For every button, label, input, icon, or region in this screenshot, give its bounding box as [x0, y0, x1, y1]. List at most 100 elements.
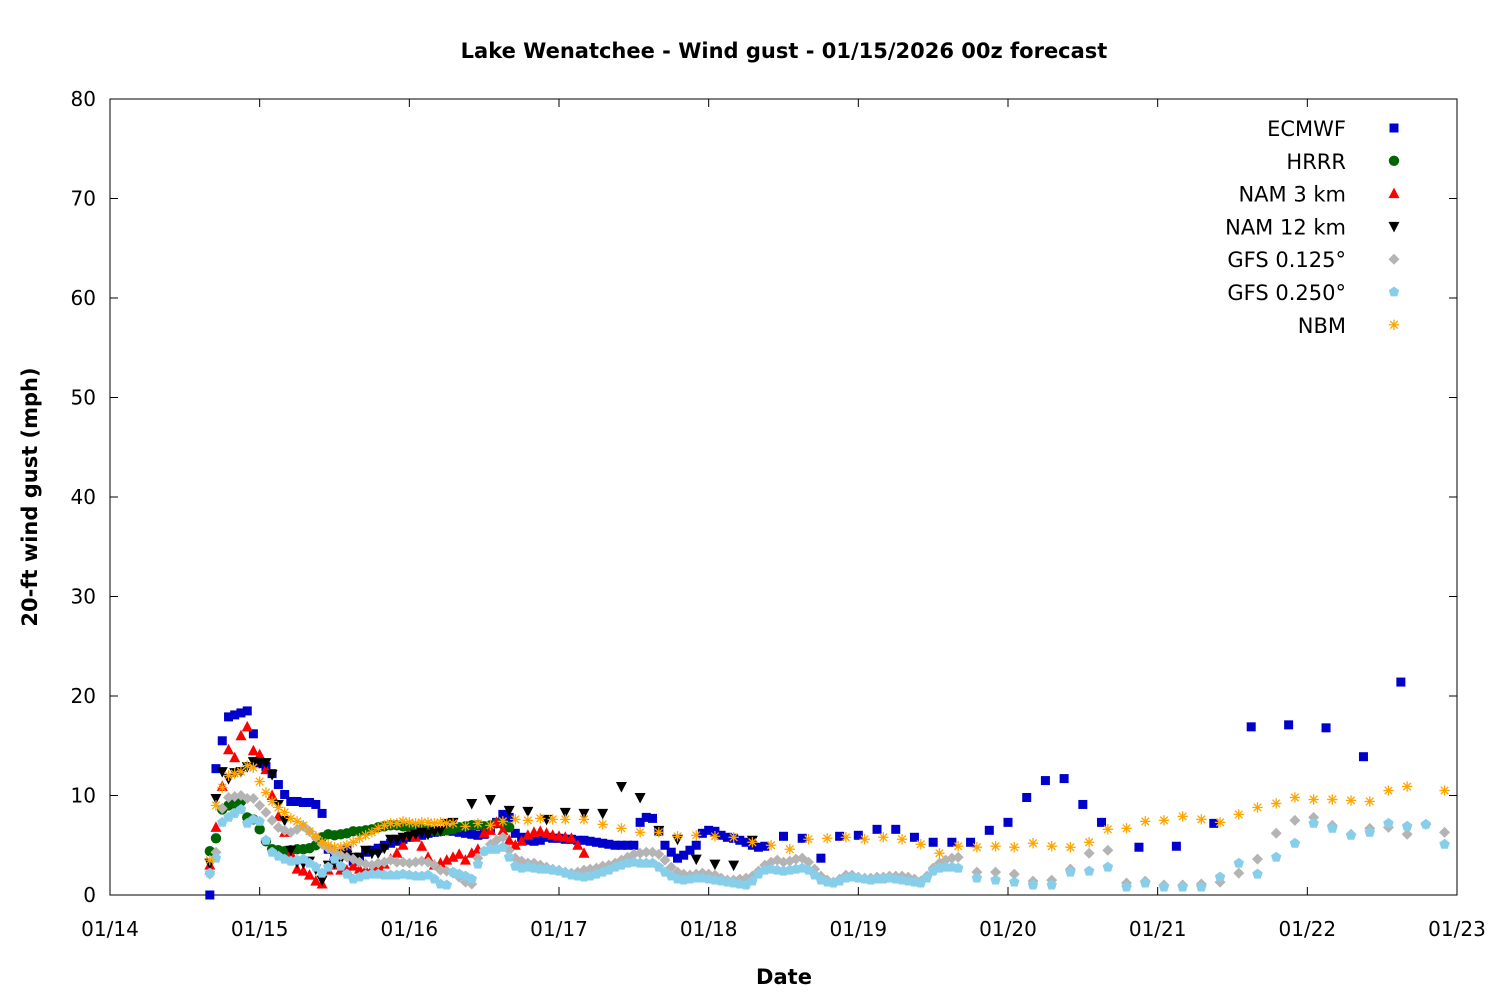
data-point — [891, 824, 901, 834]
data-point — [310, 875, 322, 886]
data-point — [754, 842, 764, 852]
data-point — [803, 864, 814, 875]
data-point — [560, 814, 571, 825]
data-point — [741, 837, 751, 847]
data-point — [1401, 820, 1413, 831]
data-point — [716, 830, 726, 840]
data-point — [615, 782, 627, 793]
y-tick-label: 10 — [71, 784, 96, 808]
data-point — [347, 860, 359, 871]
data-point — [1009, 876, 1020, 887]
legend-label: NAM 12 km — [1225, 215, 1346, 239]
data-point — [934, 848, 945, 859]
data-point — [311, 799, 321, 809]
data-point — [310, 861, 321, 872]
legend-label: ECMWF — [1267, 117, 1346, 141]
data-point — [853, 830, 863, 840]
data-point — [1439, 785, 1450, 796]
data-point — [728, 860, 740, 872]
legend-label: NAM 3 km — [1238, 183, 1346, 207]
data-point — [329, 842, 340, 853]
data-point — [1401, 828, 1413, 840]
data-point — [653, 827, 665, 838]
data-point — [497, 841, 509, 852]
legend-marker — [1388, 155, 1400, 166]
data-point — [747, 837, 758, 848]
data-point — [690, 854, 702, 866]
data-point — [254, 815, 265, 826]
data-point — [1065, 866, 1076, 877]
data-point — [1308, 794, 1319, 805]
data-point — [516, 835, 528, 846]
data-point — [535, 835, 545, 845]
data-point — [441, 854, 453, 865]
data-point — [1078, 799, 1088, 809]
data-point — [497, 824, 509, 835]
data-point — [247, 744, 259, 756]
data-point — [685, 845, 695, 855]
data-point — [990, 866, 1002, 878]
data-point — [280, 790, 290, 800]
data-point — [1252, 802, 1263, 813]
data-point — [635, 817, 645, 827]
data-point — [598, 838, 608, 848]
data-point — [403, 831, 415, 843]
data-point — [722, 832, 732, 842]
data-point — [822, 833, 833, 844]
data-point — [210, 833, 222, 844]
y-tick-label: 70 — [71, 187, 96, 211]
data-point — [522, 815, 534, 826]
data-point — [1439, 838, 1450, 849]
data-point — [391, 847, 403, 858]
data-point — [591, 837, 601, 847]
data-point — [223, 743, 235, 755]
data-point — [735, 835, 745, 845]
data-point — [266, 770, 278, 781]
data-point — [266, 796, 278, 807]
data-point — [872, 824, 882, 834]
data-point — [541, 827, 553, 838]
data-point — [503, 851, 515, 862]
data-point — [1171, 841, 1181, 851]
data-point — [260, 758, 272, 769]
x-tick-label: 01/20 — [979, 917, 1037, 941]
data-point — [509, 839, 521, 850]
chart-title: Lake Wenatchee - Wind gust - 01/15/2026 … — [461, 39, 1108, 63]
data-point — [473, 830, 483, 840]
data-point — [204, 867, 216, 878]
x-tick-label: 01/17 — [530, 917, 588, 941]
data-point — [952, 851, 964, 863]
data-point — [297, 865, 309, 876]
data-point — [1158, 815, 1170, 826]
legend-marker — [1388, 221, 1400, 233]
data-point — [1102, 844, 1114, 856]
data-point — [878, 832, 889, 843]
data-point — [472, 858, 484, 869]
data-point — [803, 834, 814, 845]
data-point — [672, 831, 683, 842]
data-point — [728, 832, 739, 843]
x-tick-label: 01/21 — [1129, 917, 1187, 941]
data-point — [765, 840, 777, 851]
x-tick-label: 01/14 — [81, 917, 139, 941]
data-point — [1271, 798, 1282, 809]
data-point — [397, 839, 409, 850]
data-point — [691, 830, 702, 841]
data-point — [292, 796, 302, 806]
data-point — [447, 851, 459, 862]
x-tick-label: 01/22 — [1279, 917, 1337, 941]
data-point — [241, 792, 253, 804]
data-point — [366, 827, 378, 838]
data-point — [422, 851, 434, 862]
data-point — [1383, 817, 1394, 828]
data-point — [260, 806, 272, 818]
data-point — [210, 821, 222, 832]
data-point — [691, 840, 701, 850]
data-point — [429, 818, 440, 829]
data-point — [466, 798, 478, 810]
data-point — [648, 813, 658, 823]
data-point — [1009, 842, 1020, 853]
x-axis-label: Date — [756, 965, 812, 989]
data-point — [1233, 809, 1244, 820]
data-point — [254, 776, 265, 787]
